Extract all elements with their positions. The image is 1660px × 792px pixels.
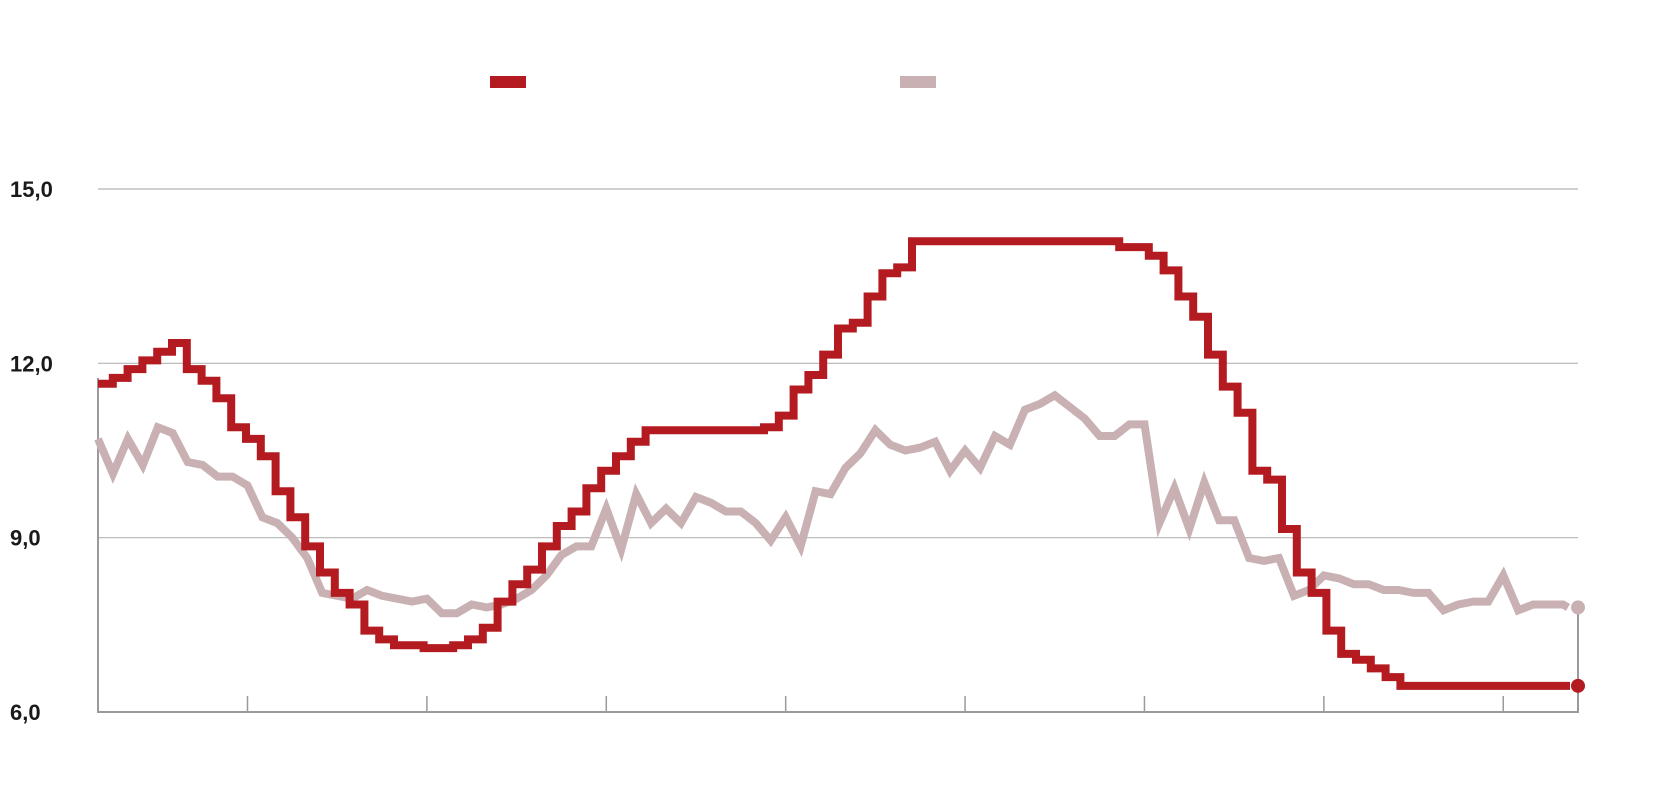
series-layer (94, 237, 1571, 690)
series-0-line (98, 237, 1570, 690)
legend-swatch-1 (900, 76, 936, 88)
series-1-line (94, 390, 1571, 618)
legend (490, 76, 936, 88)
legend-swatch-0 (490, 76, 526, 88)
series-1-endpoint (1571, 600, 1585, 615)
y-tick-label-1: 9,0 (10, 526, 41, 551)
series-endpoints (1571, 600, 1585, 693)
y-tick-label-3: 15,0 (10, 177, 53, 202)
axes (97, 378, 1579, 713)
y-tick-label-0: 6,0 (10, 700, 41, 725)
y-tick-label-2: 12,0 (10, 351, 53, 376)
y-tick-labels: 6,0 9,0 12,0 15,0 (10, 177, 53, 725)
series-0-endpoint (1571, 678, 1585, 693)
gridlines (98, 188, 1578, 539)
